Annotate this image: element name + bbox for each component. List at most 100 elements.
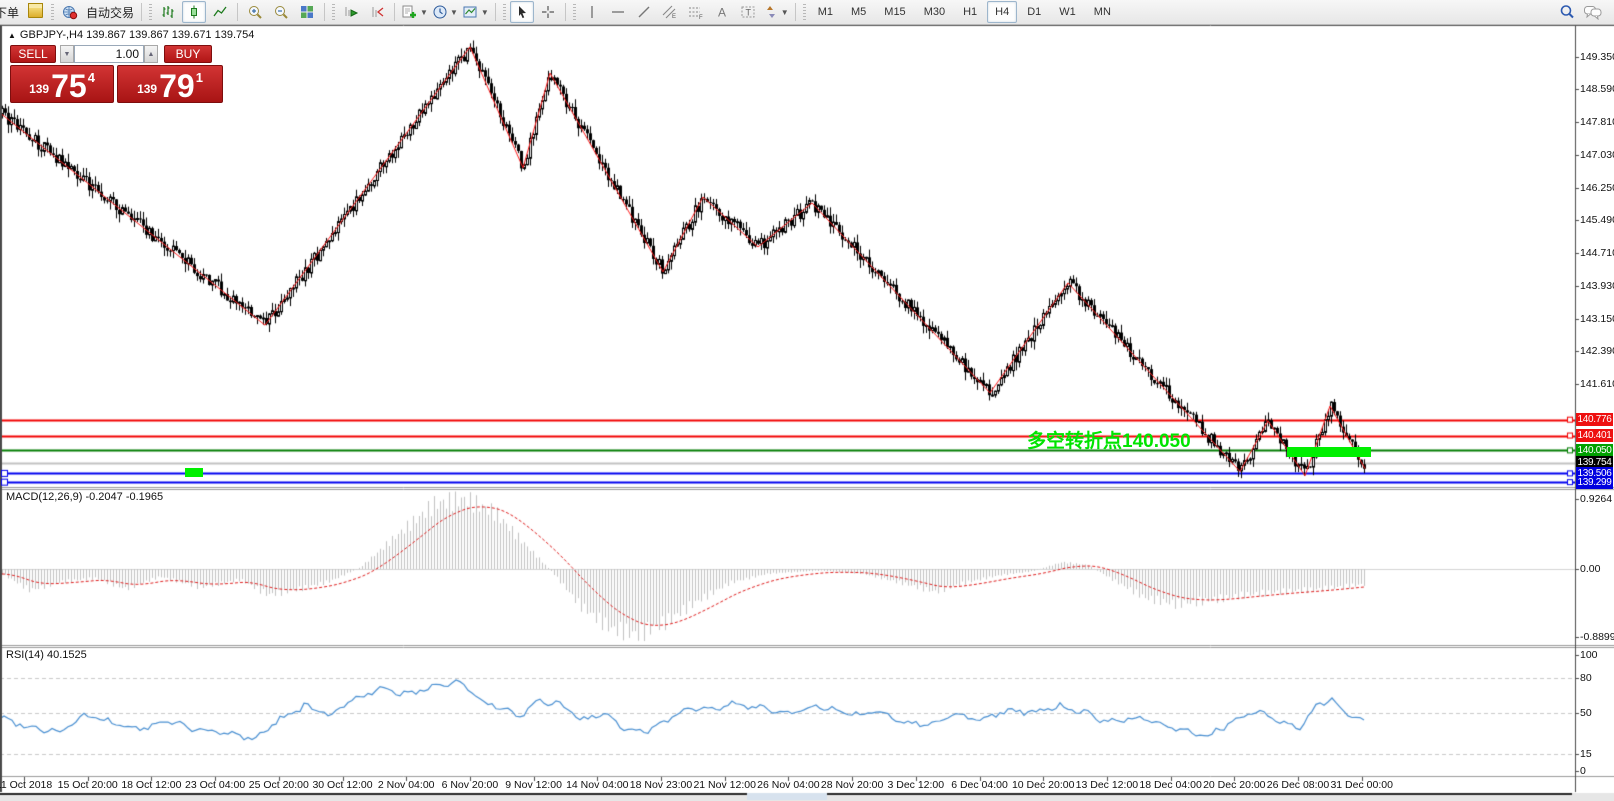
auto-trading-button[interactable]: 自动交易 xyxy=(86,5,135,20)
timeframe-m15-button[interactable]: M15 xyxy=(884,6,906,18)
x-axis-label: 10 Dec 20:00 xyxy=(1011,779,1075,791)
x-axis-label: 2 Nov 04:00 xyxy=(377,779,435,791)
svg-text:T: T xyxy=(745,8,751,18)
x-axis-label: 14 Nov 04:00 xyxy=(566,779,629,791)
price-line-badge[interactable]: 139.299 xyxy=(1576,475,1613,489)
price-axis-tick: 143.930 xyxy=(1580,280,1614,293)
crosshair-button[interactable] xyxy=(536,1,560,23)
horizontal-scrollbar[interactable] xyxy=(0,793,1614,801)
price-axis-tick: 141.610 xyxy=(1580,378,1614,391)
sell-price-panel[interactable]: 139 75 4 xyxy=(10,65,114,103)
price-axis-tick: 149.350 xyxy=(1580,51,1614,63)
svg-text:E: E xyxy=(672,14,676,20)
rsi-axis-tick: 100 xyxy=(1580,649,1598,661)
symbol-marker-icon: ▲ xyxy=(8,31,16,40)
chevron-down-icon[interactable]: ▼ xyxy=(449,7,458,17)
buy-price-panel[interactable]: 139 79 1 xyxy=(117,65,223,103)
x-axis-label: 28 Nov 20:00 xyxy=(820,779,884,791)
timeframe-d1-button[interactable]: D1 xyxy=(1027,6,1042,18)
x-axis-label: 26 Dec 08:00 xyxy=(1266,779,1330,791)
x-axis-label: 6 Dec 04:00 xyxy=(951,779,1008,791)
x-axis-label: 18 Dec 04:00 xyxy=(1139,779,1202,791)
price-line-badge[interactable]: 140.401 xyxy=(1576,429,1613,443)
svg-text:A: A xyxy=(718,6,726,20)
templates-button[interactable]: ▼ xyxy=(461,1,490,23)
price-axis-tick: 142.390 xyxy=(1580,345,1614,358)
vertical-line-button[interactable] xyxy=(580,1,604,23)
indicators-button[interactable]: ▼ xyxy=(400,1,429,23)
x-axis-label: 30 Oct 12:00 xyxy=(312,779,373,791)
volume-input[interactable]: 1.00 xyxy=(74,45,144,63)
candlestick-chart-button[interactable] xyxy=(182,1,207,23)
new-order-button[interactable]: 下单 xyxy=(0,5,20,20)
x-axis-label: 23 Oct 04:00 xyxy=(185,779,246,791)
timeframe-w1-button[interactable]: W1 xyxy=(1059,6,1076,18)
macd-axis-tick: -0.8899 xyxy=(1580,630,1614,643)
price-axis-tick: 148.590 xyxy=(1580,83,1614,96)
support-marker[interactable] xyxy=(185,468,203,477)
timeframe-m1-button[interactable]: M1 xyxy=(817,6,833,18)
equidistant-channel-button[interactable]: E xyxy=(658,1,682,23)
horizontal-line-button[interactable] xyxy=(606,1,630,23)
chevron-down-icon[interactable]: ▼ xyxy=(420,7,428,17)
main-toolbar: 下单 自动交易 ▼ ▼ ▼ xyxy=(0,0,1614,25)
arrows-button[interactable]: ▼ xyxy=(762,1,790,23)
timeframe-h1-button[interactable]: H1 xyxy=(963,6,978,18)
timeframe-group: M1 M5 M15 M30 H1 H4 D1 W1 MN xyxy=(809,1,1120,23)
timeframe-mn-button[interactable]: MN xyxy=(1093,6,1111,18)
timeframe-m30-button[interactable]: M30 xyxy=(923,6,946,18)
rsi-axis-tick: 80 xyxy=(1580,672,1592,685)
timeframe-m5-button[interactable]: M5 xyxy=(851,6,867,18)
cursor-button[interactable] xyxy=(509,1,534,23)
x-axis-label: 6 Nov 20:00 xyxy=(441,779,499,791)
x-axis-label: 25 Oct 20:00 xyxy=(248,779,309,791)
text-button[interactable]: A xyxy=(710,1,734,23)
timeframe-h4-button[interactable]: H4 xyxy=(987,1,1018,23)
x-axis-label: 20 Dec 20:00 xyxy=(1203,779,1266,791)
x-axis-label: 18 Oct 12:00 xyxy=(121,779,182,791)
chat-icon[interactable] xyxy=(1581,1,1605,23)
price-axis-tick: 145.490 xyxy=(1580,214,1614,227)
toolbar-right-group xyxy=(1554,1,1614,23)
zoom-in-button[interactable] xyxy=(243,1,267,23)
x-axis-label: 18 Nov 23:00 xyxy=(629,779,693,791)
triangle-down-icon: ▼ xyxy=(63,50,71,58)
zoom-out-button[interactable] xyxy=(269,1,293,23)
support-zone-highlight[interactable] xyxy=(1287,447,1371,457)
volume-down-button[interactable]: ▼ xyxy=(60,45,74,63)
sell-button[interactable]: SELL xyxy=(10,45,56,63)
x-axis-label: 26 Nov 04:00 xyxy=(757,779,820,791)
price-axis-tick: 144.710 xyxy=(1580,247,1614,260)
triangle-up-icon: ▲ xyxy=(147,50,155,58)
chart-shift-button[interactable] xyxy=(365,1,389,23)
price-axis-tick: 146.250 xyxy=(1580,182,1614,195)
price-line-badge[interactable]: 139.754 xyxy=(1576,456,1613,470)
macd-axis-tick: 0.00 xyxy=(1580,563,1601,575)
search-icon[interactable] xyxy=(1555,1,1579,23)
periods-button[interactable]: ▼ xyxy=(431,1,459,23)
x-axis-label: 3 Dec 12:00 xyxy=(887,779,945,791)
x-axis-label: 13 Dec 12:00 xyxy=(1075,779,1139,791)
new-order-icon[interactable] xyxy=(23,1,47,23)
auto-scroll-button[interactable] xyxy=(339,1,363,23)
x-axis-label: 11 Oct 2018 xyxy=(0,779,53,791)
text-label-button[interactable]: T xyxy=(736,1,760,23)
one-click-trade-panel: SELL ▼ 1.00 ▲ BUY 139 75 4 139 79 1 xyxy=(10,45,226,103)
buy-button[interactable]: BUY xyxy=(164,45,212,63)
volume-up-button[interactable]: ▲ xyxy=(144,45,158,63)
auto-trading-icon[interactable] xyxy=(58,1,82,23)
price-line-badge[interactable]: 140.776 xyxy=(1576,413,1613,427)
macd-axis-tick: 0.9264 xyxy=(1580,492,1613,505)
fibonacci-button[interactable]: F xyxy=(684,1,708,23)
trendline-button[interactable] xyxy=(632,1,656,23)
x-axis-label: 31 Dec 00:00 xyxy=(1330,779,1393,791)
chevron-down-icon[interactable]: ▼ xyxy=(780,7,789,17)
line-chart-button[interactable] xyxy=(208,1,232,23)
tile-windows-button[interactable] xyxy=(295,1,319,23)
chevron-down-icon[interactable]: ▼ xyxy=(480,7,489,17)
bar-chart-button[interactable] xyxy=(156,1,180,23)
price-line-badge[interactable]: 140.050 xyxy=(1576,443,1613,457)
